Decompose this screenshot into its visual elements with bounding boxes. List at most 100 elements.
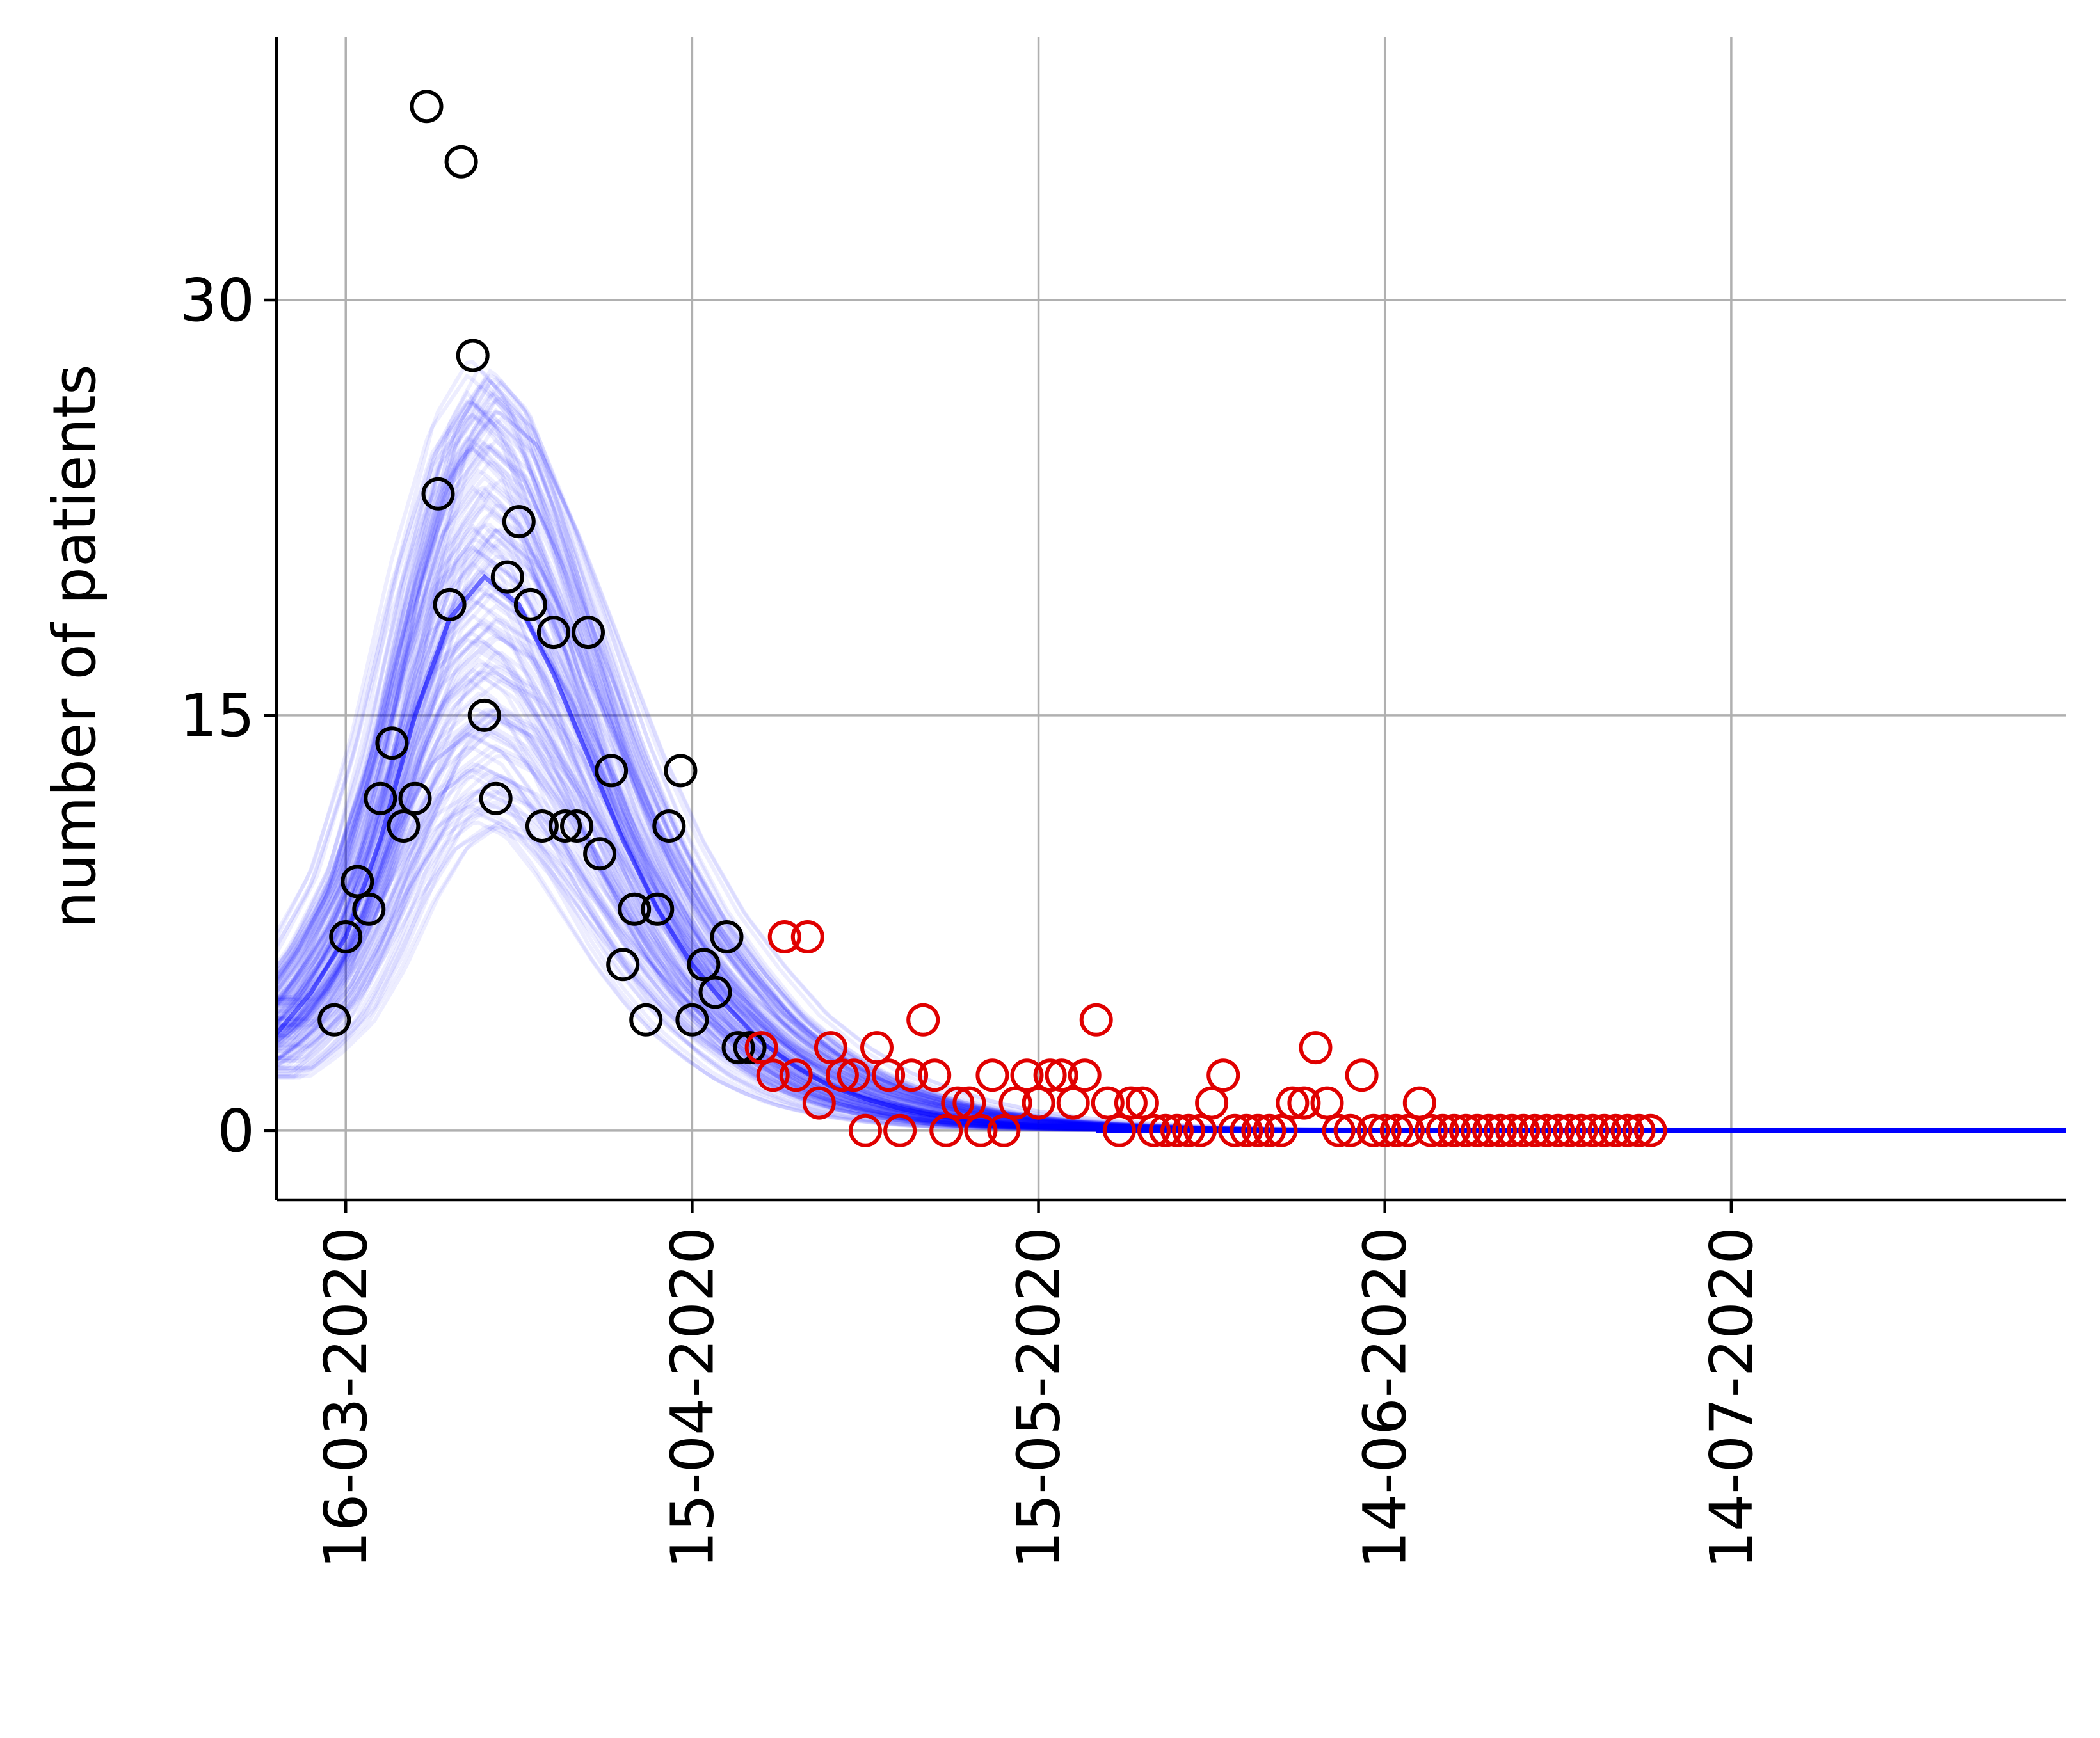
heldout-point [1507, 1113, 1541, 1147]
tick-labels: 0 15 30 16-03-2020 15-04-2020 15-05-2020 14-06… [180, 266, 1766, 1569]
heldout-point [918, 1058, 952, 1092]
heldout-point [849, 1113, 882, 1147]
y-tick-label: 0 [217, 1097, 255, 1165]
observed-point [560, 809, 593, 843]
heldout-point [1391, 1113, 1425, 1147]
heldout-point [1564, 1113, 1598, 1147]
heldout-point [1610, 1113, 1644, 1147]
observed-point [687, 948, 721, 982]
heldout-point [1230, 1113, 1263, 1147]
fit-curve [277, 730, 2066, 1133]
heldout-point [1576, 1113, 1610, 1147]
heldout-point [1310, 1086, 1344, 1120]
observed-point [433, 587, 467, 621]
heldout-point [895, 1058, 929, 1092]
data-points [317, 90, 1667, 1147]
heldout-point [860, 1031, 894, 1065]
heldout-point [1495, 1113, 1529, 1147]
observed-point [341, 865, 374, 898]
heldout-point [1033, 1058, 1067, 1092]
heldout-point [1472, 1113, 1506, 1147]
heldout-point [1022, 1086, 1055, 1120]
heldout-point [1449, 1113, 1482, 1147]
fit-curve [275, 728, 2066, 1133]
y-tick-label: 30 [180, 266, 255, 335]
heldout-point [756, 1058, 790, 1092]
fit-curve [275, 662, 2066, 1133]
heldout-point [1287, 1086, 1321, 1120]
heldout-point [1149, 1113, 1182, 1147]
observed-point [479, 781, 513, 815]
heldout-point [1414, 1113, 1448, 1147]
heldout-point [1553, 1113, 1587, 1147]
fit-curve [275, 763, 2066, 1133]
heldout-point [1622, 1113, 1656, 1147]
x-tick-label: 14-06-2020 [1351, 1227, 1420, 1569]
heldout-point [1137, 1113, 1171, 1147]
heldout-point [802, 1086, 836, 1120]
heldout-point [1241, 1113, 1275, 1147]
heldout-point [1102, 1113, 1136, 1147]
observed-point [733, 1031, 767, 1065]
heldout-point [1091, 1086, 1125, 1120]
heldout-point [1068, 1058, 1102, 1092]
heldout-point [1461, 1113, 1494, 1147]
observed-point [710, 920, 744, 953]
observed-point [606, 948, 640, 982]
observed-point [513, 587, 547, 621]
observed-point [664, 754, 698, 788]
observed-point [317, 1003, 351, 1037]
heldout-point [1587, 1113, 1621, 1147]
observed-point [675, 1003, 709, 1037]
x-tick-label: 16-03-2020 [312, 1227, 380, 1569]
heldout-point [883, 1113, 917, 1147]
heldout-point [1425, 1113, 1459, 1147]
heldout-point [814, 1031, 847, 1065]
heldout-point [906, 1003, 940, 1037]
observed-point [721, 1031, 755, 1065]
heldout-point [744, 1031, 778, 1065]
heldout-point [1010, 1058, 1044, 1092]
heldout-point [837, 1058, 870, 1092]
heldout-point [1206, 1058, 1240, 1092]
heldout-point [1056, 1086, 1090, 1120]
heldout-point [1264, 1113, 1298, 1147]
fit-curve [277, 825, 2066, 1133]
heldout-point [1299, 1031, 1333, 1065]
observed-point [364, 781, 397, 815]
heldout-point [998, 1086, 1032, 1120]
observed-point [583, 837, 617, 871]
heldout-point [952, 1086, 986, 1120]
heldout-point [1045, 1058, 1078, 1092]
heldout-point [1333, 1113, 1367, 1147]
heldout-point [1518, 1113, 1552, 1147]
heldout-point [1437, 1113, 1471, 1147]
heldout-point [1253, 1113, 1286, 1147]
heldout-point [1345, 1058, 1379, 1092]
fit-curve [275, 617, 2066, 1133]
fit-curve [275, 618, 2066, 1133]
observed-point [398, 781, 432, 815]
heldout-point [872, 1058, 906, 1092]
observed-point [502, 505, 536, 539]
heldout-point [1402, 1086, 1436, 1120]
heldout-point [1195, 1086, 1229, 1120]
heldout-point [1530, 1113, 1564, 1147]
heldout-point [1484, 1113, 1518, 1147]
observed-point [572, 616, 605, 650]
heldout-point [1276, 1086, 1310, 1120]
heldout-point [941, 1086, 975, 1120]
observed-point [329, 920, 363, 953]
heldout-point [1172, 1113, 1206, 1147]
heldout-point [1541, 1113, 1575, 1147]
y-tick-label: 15 [180, 682, 255, 750]
y-axis-label: number of patients [40, 364, 109, 929]
fit-curve [277, 675, 2066, 1133]
heldout-point [825, 1058, 859, 1092]
heldout-point [1218, 1113, 1252, 1147]
observed-point [595, 754, 629, 788]
heldout-point [1125, 1086, 1159, 1120]
x-tick-label: 15-05-2020 [1005, 1227, 1073, 1569]
observed-point [490, 560, 524, 594]
